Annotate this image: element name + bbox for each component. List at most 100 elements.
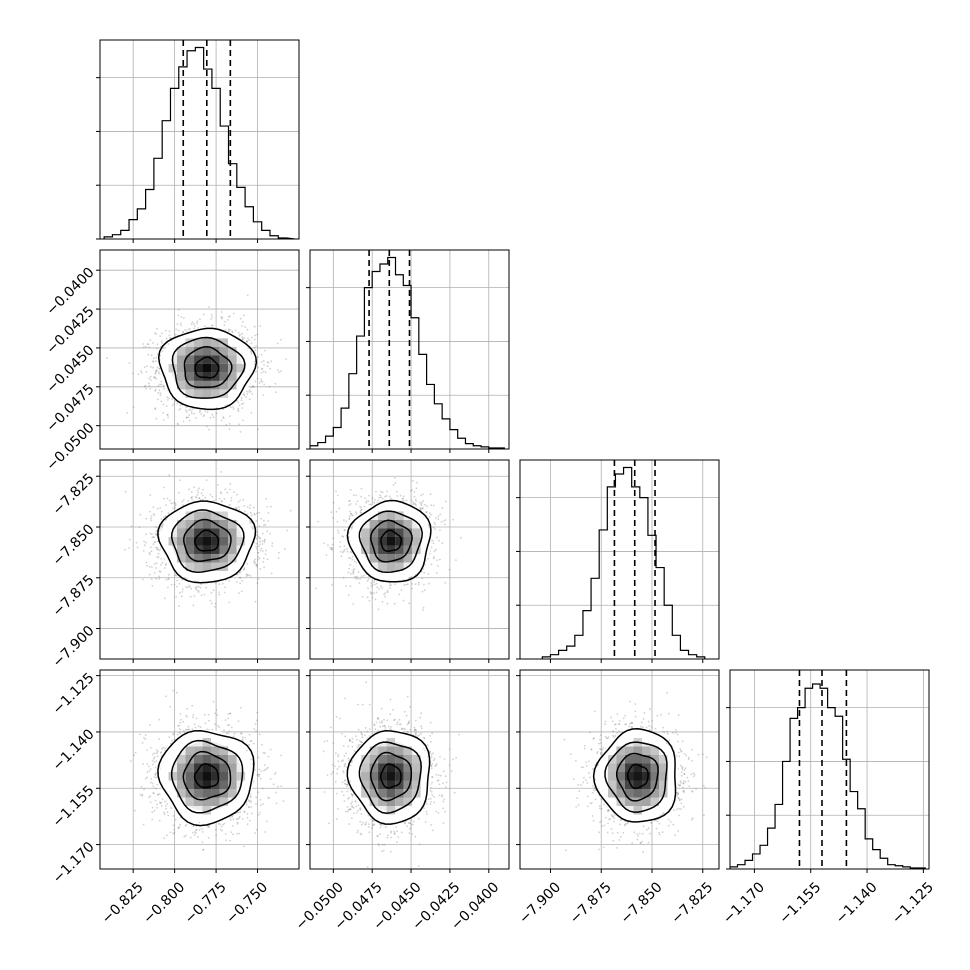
sample-point	[220, 492, 223, 494]
sample-point	[237, 401, 240, 404]
sample-point	[148, 551, 151, 554]
sample-point	[191, 495, 194, 498]
sample-point	[206, 411, 209, 414]
sample-point	[270, 360, 273, 363]
sample-point	[159, 392, 162, 395]
sample-point	[237, 506, 240, 508]
sample-point	[152, 376, 155, 379]
sample-point	[251, 527, 254, 530]
sample-point	[399, 494, 402, 497]
sample-point	[425, 511, 428, 513]
sample-point	[210, 313, 213, 316]
histogram-panel-p0	[96, 39, 300, 243]
sample-point	[257, 556, 260, 558]
sample-point	[149, 339, 152, 341]
density-cell	[194, 528, 203, 537]
contour-1-sigma	[183, 518, 232, 562]
sample-point	[155, 377, 158, 380]
sample-point	[253, 512, 256, 515]
sample-point	[231, 331, 234, 333]
sample-point	[405, 583, 407, 586]
sample-point	[155, 356, 158, 359]
sample-point	[211, 324, 214, 327]
sample-point	[233, 491, 235, 494]
sample-point	[172, 507, 174, 509]
sample-point	[155, 369, 158, 371]
sample-point	[277, 369, 279, 371]
histogram-panel-p1	[306, 249, 510, 453]
sample-point	[257, 536, 260, 538]
sample-point	[191, 498, 193, 500]
sample-point	[353, 568, 356, 570]
sample-point	[220, 419, 223, 422]
sample-point	[405, 499, 408, 502]
sample-point	[432, 504, 435, 507]
sample-point	[256, 533, 259, 536]
sample-point	[386, 490, 388, 493]
sample-point	[264, 349, 266, 352]
sample-point	[241, 579, 244, 582]
sample-point	[161, 350, 164, 353]
sample-point	[158, 570, 161, 573]
sample-point	[381, 491, 384, 494]
sample-point	[218, 497, 221, 500]
sample-point	[152, 513, 155, 515]
sample-point	[253, 513, 256, 516]
sample-point	[271, 544, 273, 547]
sample-point	[154, 389, 157, 392]
sample-point	[200, 594, 203, 597]
sample-point	[151, 585, 154, 587]
sample-point	[262, 560, 265, 563]
sample-point	[185, 586, 188, 588]
sample-point	[139, 370, 142, 372]
sample-point	[152, 543, 155, 546]
sample-point	[259, 549, 262, 552]
sample-point	[286, 529, 289, 532]
sample-point	[238, 423, 240, 426]
sample-point	[238, 334, 241, 337]
sample-point	[444, 500, 447, 503]
density-cell	[219, 380, 229, 390]
sample-point	[163, 497, 165, 500]
sample-point	[174, 333, 177, 336]
sample-point	[244, 326, 247, 328]
sample-point	[153, 514, 156, 516]
sample-point	[153, 541, 156, 543]
sample-point	[243, 505, 246, 507]
density-cell	[185, 355, 195, 364]
sample-point	[241, 338, 244, 341]
sample-point	[156, 548, 158, 551]
sample-point	[348, 517, 351, 520]
sample-point	[230, 499, 233, 502]
density-cell	[211, 380, 220, 390]
sample-point	[167, 512, 170, 514]
sample-point	[189, 328, 191, 330]
sample-point	[155, 534, 158, 536]
sample-point	[254, 360, 256, 363]
sample-point	[193, 327, 195, 330]
sample-point	[243, 568, 245, 571]
sample-point	[176, 422, 179, 425]
sample-point	[157, 548, 160, 551]
density-panel-p0-p2: −7.900−7.875−7.850−7.825	[50, 459, 300, 671]
sample-point	[177, 329, 180, 332]
sample-point	[187, 328, 190, 331]
sample-point	[430, 513, 433, 516]
sample-point	[249, 575, 252, 577]
sample-point	[365, 501, 368, 504]
sample-point	[356, 500, 359, 503]
sample-point	[360, 506, 363, 509]
sample-point	[264, 553, 267, 556]
sample-point	[237, 501, 240, 503]
sample-point	[209, 493, 212, 496]
sample-point	[443, 520, 445, 522]
density-cell	[185, 545, 195, 554]
sample-point	[398, 593, 401, 596]
density-cell	[185, 338, 195, 347]
sample-point	[202, 415, 205, 418]
sample-point	[152, 360, 155, 363]
sample-point	[220, 471, 223, 473]
sample-point	[159, 507, 162, 509]
density-cell	[219, 355, 229, 364]
sample-point	[360, 487, 363, 490]
